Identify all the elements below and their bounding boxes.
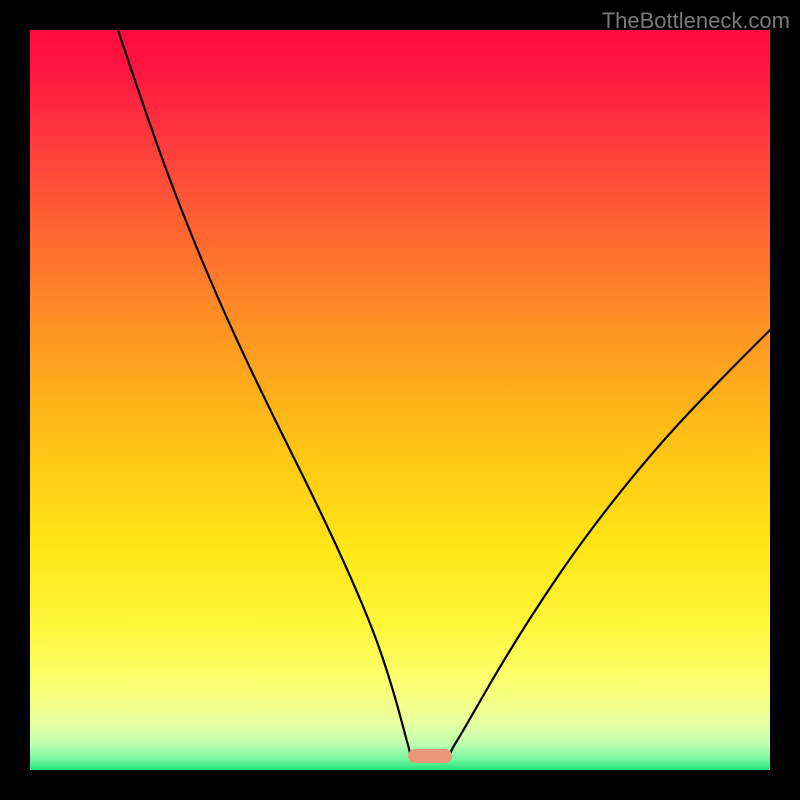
figure-canvas: TheBottleneck.com	[0, 0, 800, 800]
bottleneck-curve-path	[118, 30, 770, 756]
curve-layer	[30, 30, 770, 770]
plot-area	[30, 30, 770, 770]
minimum-marker	[408, 749, 452, 763]
